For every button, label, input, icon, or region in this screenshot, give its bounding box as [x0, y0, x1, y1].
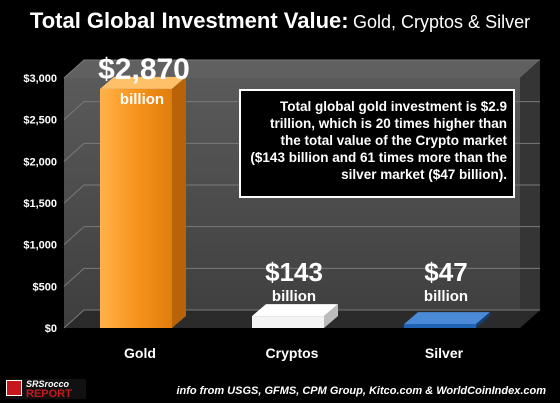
source-note: info from USGS, GFMS, CPM Group, Kitco.c…: [176, 385, 546, 397]
y-tick-label: $0: [45, 323, 57, 335]
x-tick-label: Gold: [124, 345, 156, 361]
bar-top: [100, 76, 186, 89]
logo-line1: SRSrocco: [26, 379, 70, 389]
x-tick-label: Cryptos: [266, 345, 319, 361]
data-label-unit: billion: [272, 288, 316, 305]
gridline: [63, 309, 540, 329]
title-main: Total Global Investment Value:: [29, 8, 349, 33]
bar-front: [100, 88, 172, 328]
srsrocco-logo: SRSrocco REPORT: [6, 379, 86, 400]
data-label-value: $2,870: [98, 53, 190, 86]
bar-side: [324, 304, 338, 328]
logo-badge-icon: [6, 380, 22, 396]
bar-front: [252, 316, 324, 328]
bar-top: [252, 304, 338, 317]
bar-silver: [404, 312, 490, 328]
data-label-value: $143: [265, 257, 323, 287]
y-tick-label: $2,500: [23, 115, 57, 127]
data-label-unit: billion: [120, 91, 164, 108]
title-subtitle: Gold, Cryptos & Silver: [353, 12, 531, 32]
plot-side-wall: [520, 60, 540, 328]
bars: [100, 76, 490, 328]
x-axis-labels: Gold Cryptos Silver: [124, 345, 464, 361]
x-tick-label: Silver: [425, 345, 464, 361]
bar-side: [476, 312, 490, 328]
y-axis-ticks: $0 $500 $1,000 $1,500 $2,000 $2,500 $3,000: [23, 73, 57, 335]
data-label-value: $47: [424, 257, 467, 287]
y-tick-label: $1,000: [23, 240, 57, 252]
chart-title: Total Global Investment Value: Gold, Cry…: [0, 8, 560, 34]
bar-gold: [100, 76, 186, 328]
logo-line2: REPORT: [26, 388, 72, 400]
bar-cryptos: [252, 304, 338, 328]
y-tick-label: $1,500: [23, 198, 57, 210]
bar-side: [172, 76, 186, 328]
y-tick-label: $3,000: [23, 73, 57, 85]
y-tick-label: $2,000: [23, 156, 57, 168]
callout-text-box: Total global gold investment is $2.9 tri…: [239, 89, 515, 198]
plot-back-wall: [64, 60, 540, 78]
bar-top: [404, 312, 490, 325]
gridline: [63, 226, 540, 246]
gridline: [63, 59, 540, 79]
data-label-unit: billion: [424, 288, 468, 305]
bar-front: [404, 324, 476, 328]
gridline: [63, 267, 540, 287]
y-tick-label: $500: [33, 281, 57, 293]
